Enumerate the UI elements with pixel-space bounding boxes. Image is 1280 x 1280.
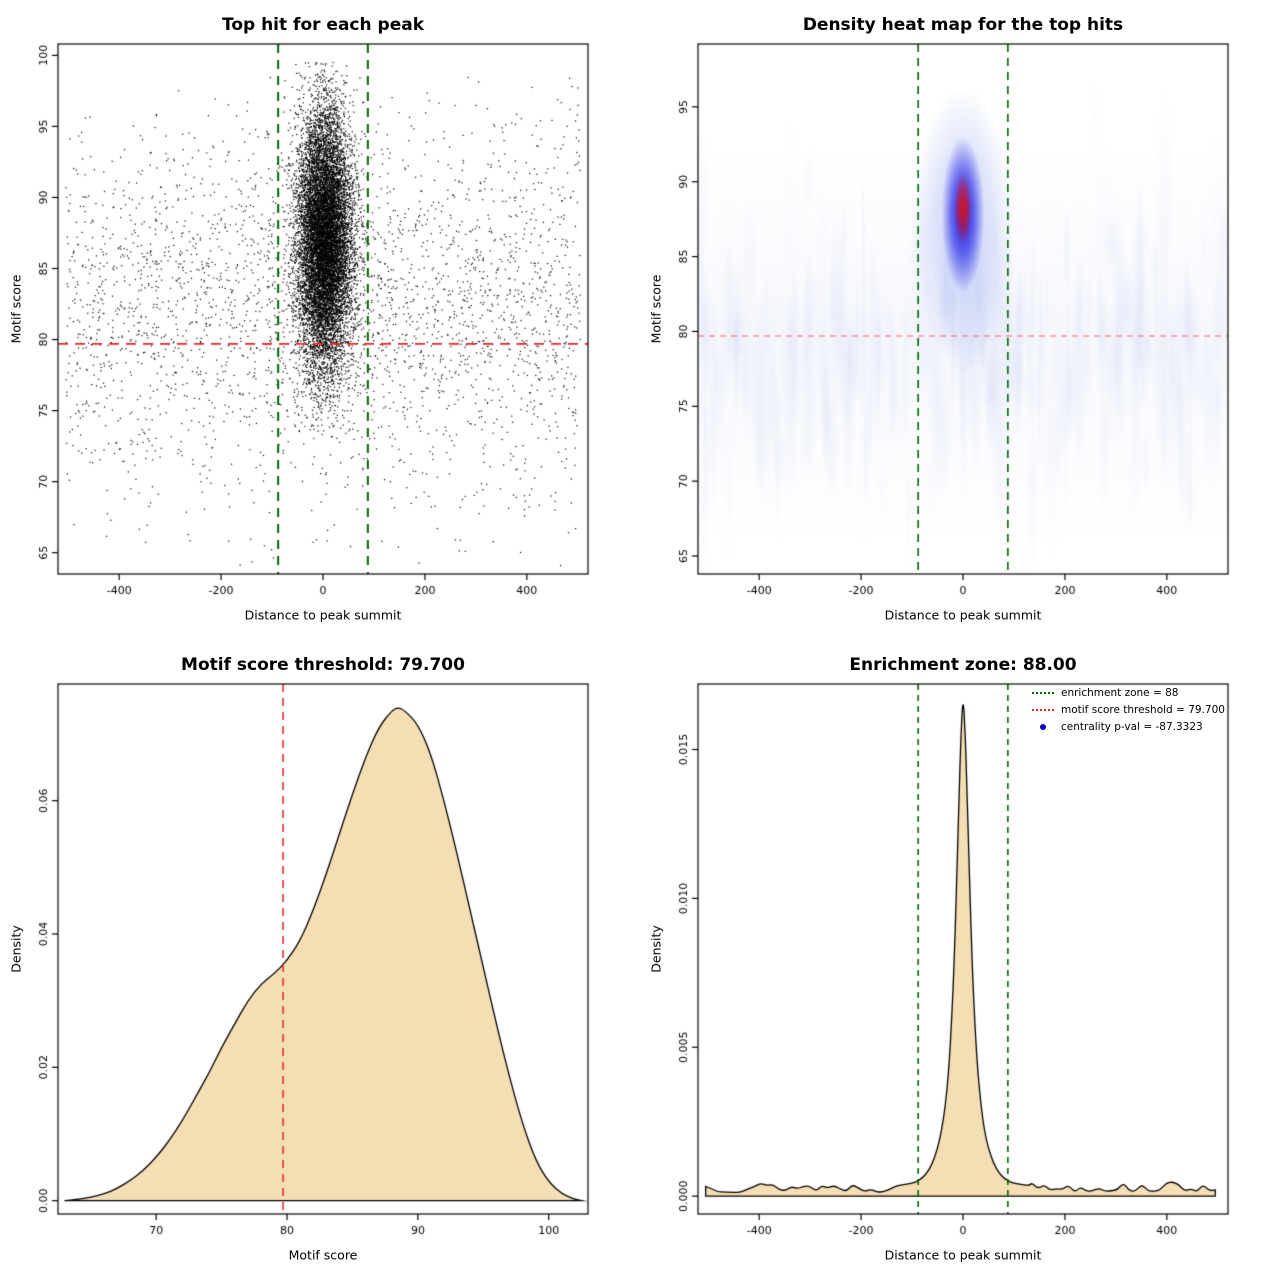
panel-density-heatmap: Density heat map for the top hits Distan… — [640, 0, 1280, 640]
red-dotted-line-icon — [1032, 708, 1054, 711]
chart-title-heatmap: Density heat map for the top hits — [802, 15, 1124, 35]
x-axis-label-distance: Distance to peak summit — [884, 607, 1042, 623]
legend-label: centrality p-val = -87.3323 — [1061, 720, 1203, 733]
blue-dot-icon — [1040, 723, 1046, 730]
motif-score-density-canvas — [0, 640, 640, 1280]
distance-density-canvas — [640, 640, 1280, 1280]
legend-item-centrality-pval: centrality p-val = -87.3323 — [1032, 718, 1225, 735]
y-axis-label-density: Density — [648, 925, 664, 973]
legend-item-enrichment-zone: enrichment zone = 88 — [1032, 684, 1225, 701]
legend-item-score-threshold: motif score threshold = 79.700 — [1032, 701, 1225, 718]
y-axis-label-motif-score: Motif score — [648, 274, 664, 344]
chart-title-score-threshold: Motif score threshold: 79.700 — [181, 655, 465, 675]
legend: enrichment zone = 88 motif score thresho… — [1032, 684, 1225, 735]
y-axis-label-density: Density — [8, 925, 24, 973]
legend-label: enrichment zone = 88 — [1061, 686, 1179, 699]
density-heatmap-canvas — [640, 0, 1280, 640]
panel-distance-density: Enrichment zone: 88.00 Distance to peak … — [640, 640, 1280, 1280]
green-dotted-line-icon — [1032, 691, 1054, 694]
panel-motif-score-density: Motif score threshold: 79.700 Motif scor… — [0, 640, 640, 1280]
chart-title-top-hits: Top hit for each peak — [221, 15, 425, 35]
x-axis-label-distance: Distance to peak summit — [244, 607, 402, 623]
x-axis-label-motif-score: Motif score — [288, 1247, 358, 1263]
panel-top-hit-scatter: Top hit for each peak Distance to peak s… — [0, 0, 640, 640]
x-axis-label-distance: Distance to peak summit — [884, 1247, 1042, 1263]
y-axis-label-motif-score: Motif score — [8, 274, 24, 344]
legend-label: motif score threshold = 79.700 — [1061, 703, 1225, 716]
top-hit-scatter-canvas — [0, 0, 640, 640]
chart-title-enrichment-zone: Enrichment zone: 88.00 — [849, 655, 1077, 675]
